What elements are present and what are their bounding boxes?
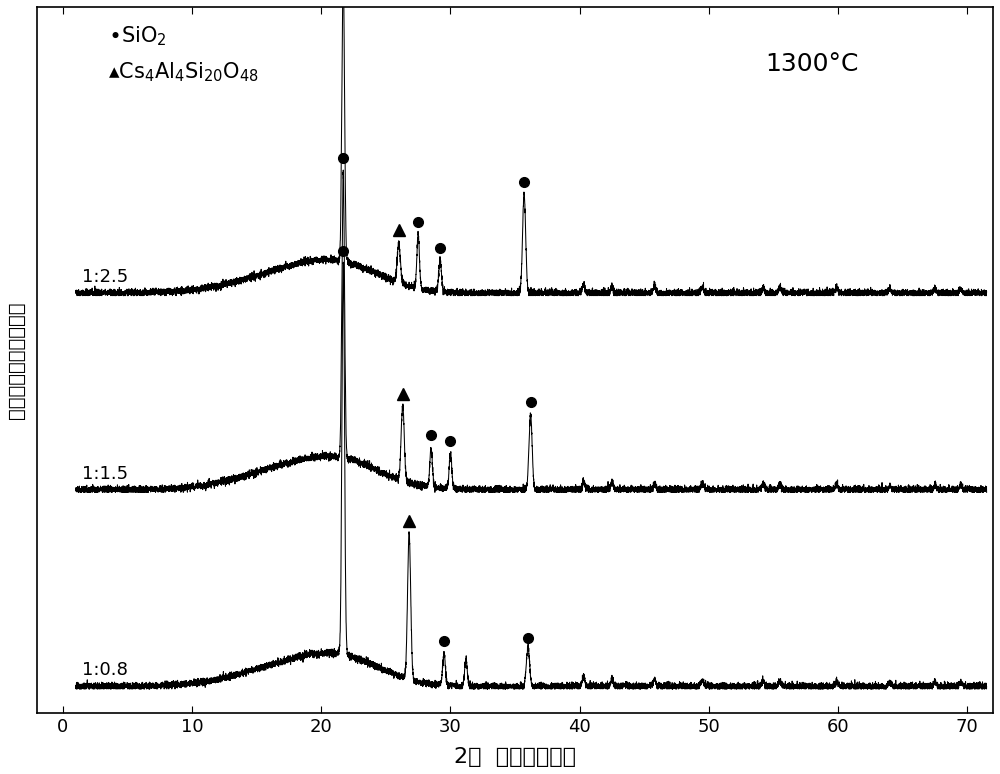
Text: $\bullet$SiO$_2$: $\bullet$SiO$_2$ — [108, 25, 167, 49]
Text: 1300°C: 1300°C — [766, 52, 859, 76]
Text: 1:1.5: 1:1.5 — [82, 464, 128, 482]
Text: 1:2.5: 1:2.5 — [82, 268, 129, 286]
Text: $\blacktriangle$Cs$_4$Al$_4$Si$_{20}$O$_{48}$: $\blacktriangle$Cs$_4$Al$_4$Si$_{20}$O$_… — [108, 60, 259, 84]
X-axis label: 2倍  衷射角（度）: 2倍 衷射角（度） — [454, 747, 576, 767]
Text: 1:0.8: 1:0.8 — [82, 661, 128, 679]
Y-axis label: 衷射强度（任意单位）: 衷射强度（任意单位） — [7, 301, 26, 419]
